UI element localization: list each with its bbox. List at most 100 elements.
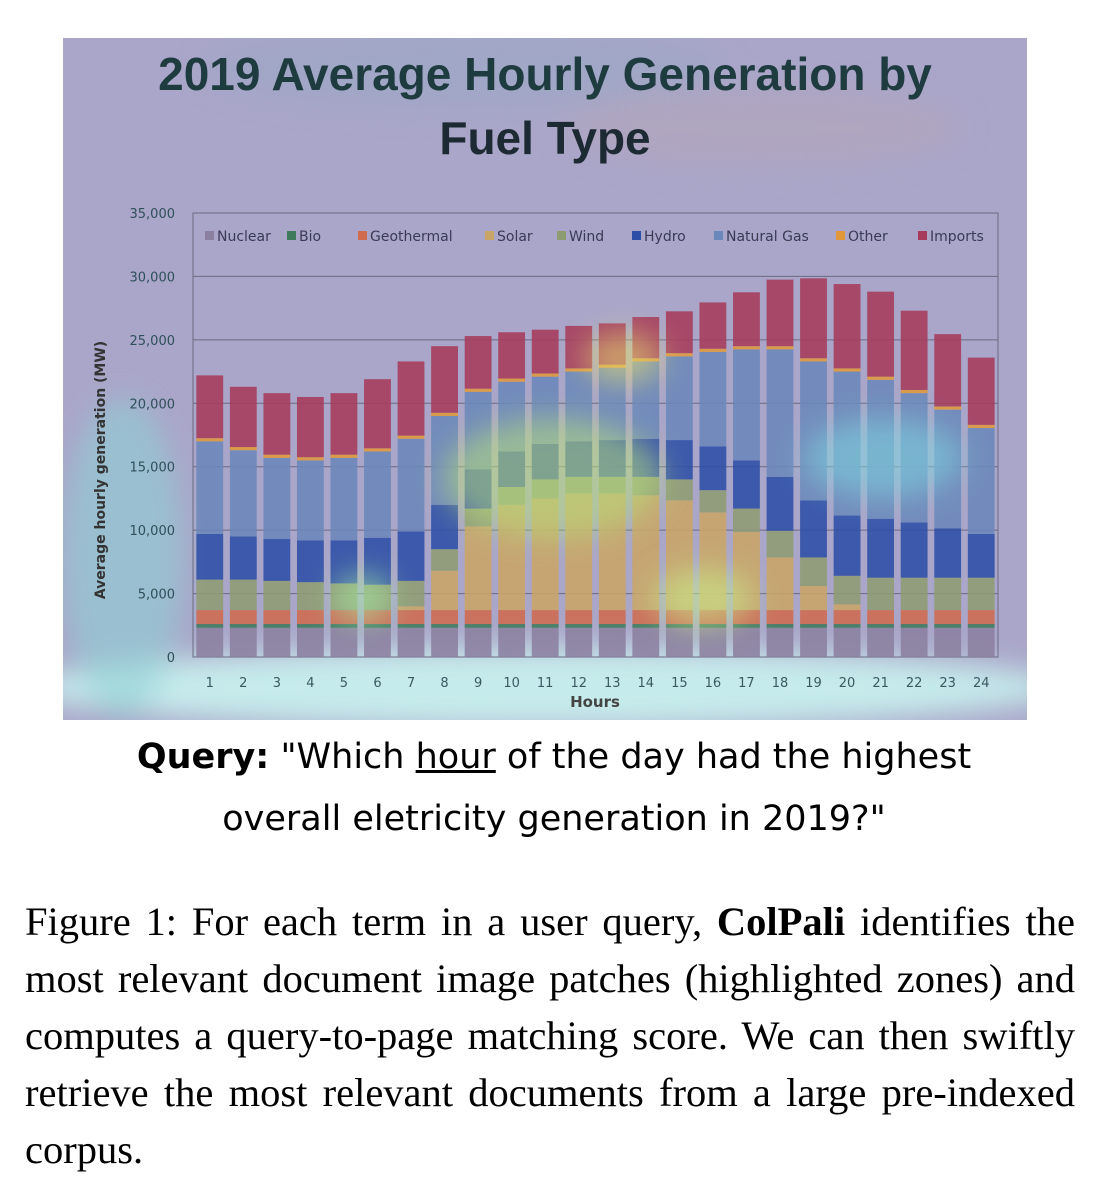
bar-segment-natural-gas — [699, 351, 727, 447]
bar-segment-nuclear — [229, 627, 257, 657]
bar-segment-other — [531, 373, 559, 377]
x-tick-label: 22 — [906, 676, 923, 691]
bar-segment-hydro — [296, 540, 324, 583]
bar-segment-hydro — [766, 476, 794, 531]
bar-segment-imports — [196, 375, 224, 439]
bar-segment-natural-gas — [397, 438, 425, 532]
bar-segment-hydro — [229, 536, 257, 580]
x-tick-label: 8 — [440, 676, 448, 691]
bar-segment-hydro — [665, 440, 693, 480]
bar-segment-bio — [397, 624, 425, 628]
bar-segment-wind — [800, 557, 827, 586]
x-tick-label: 9 — [474, 676, 482, 691]
bar-segment-hydro — [699, 446, 727, 491]
bar-segment-imports — [229, 386, 257, 448]
y-axis-label: Average hourly generation (MW) — [93, 341, 109, 599]
bar-segment-nuclear — [665, 627, 693, 657]
legend-label: Hydro — [644, 229, 686, 245]
heatmap-overlay — [333, 333, 963, 628]
x-tick-label: 21 — [872, 676, 889, 691]
query-text-start: "Which — [269, 737, 416, 777]
bar-segment-imports — [699, 302, 727, 349]
legend-swatch — [287, 231, 296, 240]
bar-segment-other — [263, 454, 291, 458]
bar-segment-imports — [431, 346, 458, 413]
legend-swatch — [358, 231, 367, 240]
legend-swatch — [714, 231, 723, 240]
bar-segment-nuclear — [498, 627, 526, 657]
bar-segment-imports — [733, 292, 760, 347]
legend-label: Solar — [497, 229, 533, 245]
bar-segment-hydro — [867, 518, 895, 578]
bar-segment-solar — [833, 604, 861, 611]
bar-segment-nuclear — [733, 627, 760, 657]
bar-segment-nuclear — [196, 627, 224, 657]
bar-segment-bio — [598, 624, 626, 628]
bar-stack-hour-7 — [397, 361, 425, 657]
bar-stack-hour-23 — [934, 334, 962, 657]
bar-segment-wind — [229, 579, 257, 611]
bar-segment-nuclear — [296, 627, 324, 657]
bar-segment-bio — [934, 624, 962, 628]
bar-segment-nuclear — [934, 627, 962, 657]
bar-segment-bio — [900, 624, 928, 628]
bar-segment-imports — [531, 329, 559, 374]
x-tick-label: 1 — [206, 676, 214, 691]
bar-segment-wind — [900, 577, 928, 611]
bar-segment-geothermal — [431, 610, 458, 625]
bar-segment-solar — [464, 526, 492, 611]
bar-segment-other — [431, 412, 458, 416]
bar-segment-bio — [665, 624, 693, 628]
bar-segment-other — [229, 447, 257, 451]
bar-segment-imports — [330, 393, 358, 455]
legend-item-other: Other — [836, 229, 888, 245]
legend-swatch — [632, 231, 641, 240]
bar-segment-nuclear — [263, 627, 291, 657]
legend-swatch — [836, 231, 845, 240]
bar-segment-geothermal — [800, 610, 827, 625]
bar-segment-other — [800, 358, 827, 362]
bar-segment-nuclear — [967, 627, 995, 657]
bar-segment-other — [498, 378, 526, 382]
x-tick-label: 7 — [407, 676, 415, 691]
chart-title-line-2: Fuel Type — [439, 112, 650, 164]
bar-segment-nuclear — [598, 627, 626, 657]
caption-text: identifies the most relevant document im… — [25, 899, 1075, 1172]
bar-segment-other — [196, 438, 224, 442]
bar-segment-hydro — [263, 539, 291, 581]
x-tick-label: 19 — [805, 676, 822, 691]
bar-segment-other — [464, 388, 492, 392]
query-line-2: overall eletricity generation in 2019?" — [222, 799, 886, 839]
bar-segment-geothermal — [598, 610, 626, 625]
bar-stack-hour-3 — [263, 393, 291, 657]
bar-segment-imports — [263, 393, 291, 455]
bar-stack-hour-24 — [967, 357, 995, 657]
x-tick-label: 15 — [671, 676, 688, 691]
bar-segment-other — [833, 368, 861, 372]
bar-segment-solar — [431, 570, 458, 611]
bar-segment-natural-gas — [766, 349, 794, 477]
x-tick-label: 23 — [939, 676, 956, 691]
x-tick-label: 24 — [973, 676, 990, 691]
bar-segment-geothermal — [397, 610, 425, 625]
caption-model-name: ColPali — [716, 899, 846, 944]
x-tick-label: 18 — [772, 676, 789, 691]
bar-segment-solar — [766, 557, 794, 611]
bar-segment-other — [296, 457, 324, 461]
bar-segment-wind — [665, 479, 693, 501]
bar-segment-natural-gas — [263, 457, 291, 540]
bar-segment-bio — [967, 624, 995, 628]
bar-segment-wind — [867, 577, 895, 611]
legend-item-bio: Bio — [287, 229, 321, 245]
bar-segment-bio — [733, 624, 760, 628]
bar-segment-nuclear — [397, 627, 425, 657]
chart-figure-with-heatmap: 2019 Average Hourly Generation by Fuel T… — [63, 38, 1027, 720]
bar-segment-hydro — [900, 522, 928, 578]
bar-segment-imports — [464, 336, 492, 389]
bar-segment-bio — [766, 624, 794, 628]
bar-segment-natural-gas — [296, 460, 324, 541]
bar-segment-imports — [296, 396, 324, 458]
bar-segment-wind — [263, 580, 291, 611]
legend-label: Wind — [569, 229, 604, 245]
bar-segment-hydro — [196, 533, 224, 580]
